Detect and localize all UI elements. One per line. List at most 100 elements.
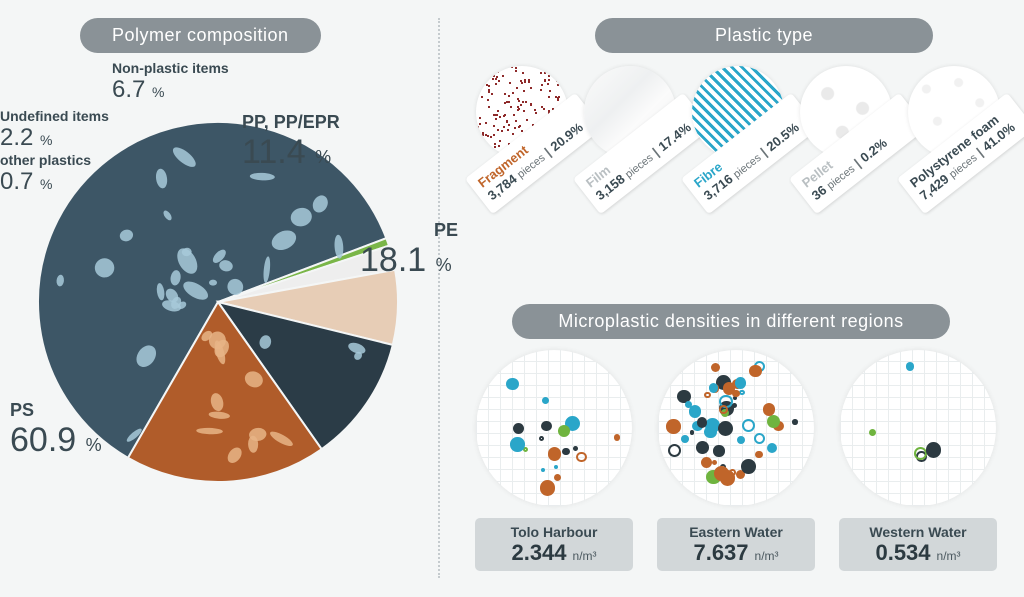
vertical-divider	[438, 18, 440, 578]
micro-density-value: 7.637	[693, 540, 748, 565]
particle	[701, 457, 712, 468]
particle	[681, 435, 689, 443]
particle	[576, 452, 586, 462]
pie-label-name: other plastics	[0, 152, 91, 168]
particle	[906, 362, 915, 371]
micro-density-item-tolo: Tolo Harbour2.344n/m³	[466, 350, 642, 571]
micro-density-tag-eastern: Eastern Water7.637n/m³	[657, 518, 815, 571]
plastic-type-item-fragment: Fragment3,784 pieces|20.9%	[470, 66, 578, 266]
particle	[741, 459, 756, 474]
particle	[737, 436, 745, 444]
particle	[732, 390, 739, 397]
particle	[914, 447, 927, 460]
particle	[711, 363, 720, 372]
micro-density-unit: n/m³	[749, 549, 779, 563]
micro-density-circle-tolo	[476, 350, 632, 506]
micro-density-tag-western: Western Water0.534n/m³	[839, 518, 997, 571]
pie-label-pe: PE18.1 %	[360, 220, 458, 280]
particle	[541, 421, 551, 431]
particle	[540, 480, 555, 495]
micro-density-name: Eastern Water	[661, 524, 811, 540]
particle	[754, 433, 765, 444]
particle	[742, 419, 755, 432]
particle	[554, 474, 561, 481]
pie-label-pct: 60.9 %	[10, 421, 102, 460]
particle	[792, 419, 798, 425]
polymer-title-pill: Polymer composition	[80, 18, 321, 53]
pie-label-name: PP, PP/EPR	[242, 112, 340, 133]
micro-density-item-western: Western Water0.534n/m³	[830, 350, 1006, 571]
particle	[713, 445, 724, 456]
pie-label-pct: 18.1 %	[360, 241, 458, 280]
plastic-type-title-pill: Plastic type	[595, 18, 933, 53]
micro-density-item-eastern: Eastern Water7.637n/m³	[648, 350, 824, 571]
particle	[763, 403, 776, 416]
particle	[735, 377, 747, 389]
plastic-type-item-film: Film3,158 pieces|17.4%	[578, 66, 686, 266]
micro-density-title-pill: Microplastic densities in different regi…	[512, 304, 949, 339]
particle	[513, 423, 524, 434]
particle	[926, 442, 941, 457]
particle	[666, 419, 680, 433]
particle	[718, 421, 734, 437]
micro-density-row: Tolo Harbour2.344n/m³Eastern Water7.637n…	[466, 350, 1014, 580]
right-panel: Plastic type Fragment3,784 pieces|20.9%F…	[450, 0, 1024, 597]
particle	[709, 383, 718, 392]
particle	[714, 466, 729, 481]
micro-density-name: Western Water	[843, 524, 993, 540]
micro-density-title: Microplastic densities in different regi…	[476, 304, 986, 339]
particle	[690, 430, 694, 434]
particle	[506, 378, 518, 390]
micro-density-name: Tolo Harbour	[479, 524, 629, 540]
plastic-type-item-psfoam: Polystyrene foam7,429 pieces|41.0%	[902, 66, 1010, 266]
pie-label-pct: 11.4 %	[242, 133, 340, 172]
pie-label-name: Non-plastic items	[112, 60, 229, 76]
particle	[729, 469, 735, 475]
particle	[704, 392, 710, 398]
pie-label-pp: PP, PP/EPR11.4 %	[242, 112, 340, 172]
pie-label-name: PS	[10, 400, 102, 421]
pie-label-other: other plastics0.7 %	[0, 152, 91, 196]
polymer-panel: Polymer composition PS60.9 % other plasti…	[0, 0, 430, 597]
particle	[542, 397, 549, 404]
plastic-type-row: Fragment3,784 pieces|20.9%Film3,158 piec…	[470, 66, 1010, 266]
pie-label-undefined: Undefined items2.2 %	[0, 108, 109, 152]
particle	[712, 460, 717, 465]
particle	[739, 390, 745, 396]
polymer-title: Polymer composition	[80, 18, 321, 53]
micro-density-circle-western	[840, 350, 996, 506]
micro-density-circle-eastern	[658, 350, 814, 506]
particle	[767, 443, 777, 453]
particle	[510, 437, 524, 451]
pie-label-pct: 2.2 %	[0, 124, 109, 152]
pie-label-pct: 6.7 %	[112, 76, 229, 104]
particle	[614, 434, 620, 440]
particle	[719, 405, 728, 414]
particle	[541, 468, 545, 472]
plastic-type-item-fibre: Fibre3,716 pieces|20.5%	[686, 66, 794, 266]
particle	[696, 441, 709, 454]
pie-label-name: Undefined items	[0, 108, 109, 124]
particle	[755, 451, 763, 459]
particle	[554, 465, 558, 469]
particle	[704, 426, 717, 439]
particle	[685, 401, 692, 408]
pie-label-pct: 0.7 %	[0, 168, 91, 196]
plastic-type-item-pellet: Pellet36 pieces|0.2%	[794, 66, 902, 266]
micro-density-value: 0.534	[875, 540, 930, 565]
particle	[668, 444, 681, 457]
particle	[562, 448, 570, 456]
particle	[869, 429, 876, 436]
plastic-type-title: Plastic type	[544, 18, 984, 53]
particle	[548, 447, 561, 460]
micro-density-tag-tolo: Tolo Harbour2.344n/m³	[475, 518, 633, 571]
pie-label-nonplastic: Non-plastic items6.7 %	[112, 60, 229, 104]
micro-density-unit: n/m³	[567, 549, 597, 563]
particle	[558, 425, 570, 437]
particle	[539, 436, 544, 441]
micro-density-unit: n/m³	[931, 549, 961, 563]
particle	[749, 365, 761, 377]
pie-label-ps: PS60.9 %	[10, 400, 102, 460]
micro-density-value: 2.344	[511, 540, 566, 565]
particle	[573, 446, 578, 451]
